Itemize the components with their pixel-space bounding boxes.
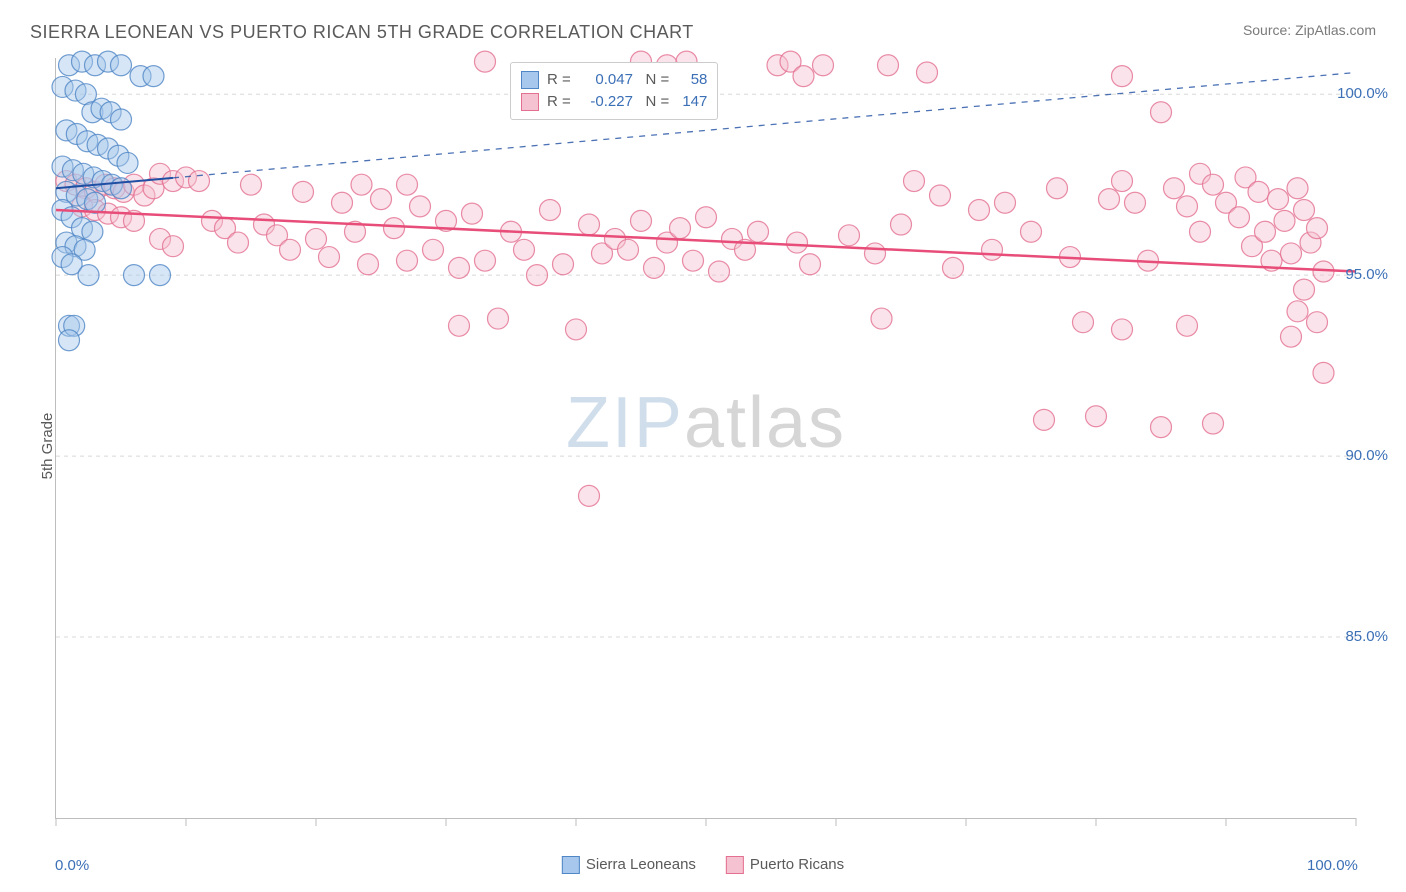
stats-swatch xyxy=(521,71,539,89)
y-tick-label: 90.0% xyxy=(1345,447,1388,464)
source-label: Source: ZipAtlas.com xyxy=(1243,22,1376,38)
stats-legend-box: R = 0.047 N = 58R = -0.227 N = 147 xyxy=(510,62,718,120)
stat-r-value: -0.227 xyxy=(575,91,633,113)
stat-r-label: R = xyxy=(547,69,575,91)
stat-r-value: 0.047 xyxy=(575,69,633,91)
plot-svg xyxy=(56,58,1356,818)
chart-title: SIERRA LEONEAN VS PUERTO RICAN 5TH GRADE… xyxy=(30,22,694,43)
stats-swatch xyxy=(521,93,539,111)
legend-label: Sierra Leoneans xyxy=(586,856,696,873)
legend-label: Puerto Ricans xyxy=(750,856,844,873)
stat-n-label: N = xyxy=(633,91,673,113)
x-tick-label: 0.0% xyxy=(55,857,89,874)
y-axis-label: 5th Grade xyxy=(39,413,56,480)
stats-row: R = -0.227 N = 147 xyxy=(521,91,707,113)
y-tick-label: 85.0% xyxy=(1345,628,1388,645)
legend-swatch xyxy=(562,856,580,874)
legend-item: Puerto Ricans xyxy=(726,856,844,874)
chart-container: SIERRA LEONEAN VS PUERTO RICAN 5TH GRADE… xyxy=(0,0,1406,892)
y-tick-label: 95.0% xyxy=(1345,266,1388,283)
legend-swatch xyxy=(726,856,744,874)
stat-n-value: 58 xyxy=(673,69,707,91)
stat-r-label: R = xyxy=(547,91,575,113)
stat-n-label: N = xyxy=(633,69,673,91)
y-tick-label: 100.0% xyxy=(1337,85,1388,102)
plot-area: ZIPatlas xyxy=(55,58,1356,819)
stats-row: R = 0.047 N = 58 xyxy=(521,69,707,91)
x-tick-label: 100.0% xyxy=(1307,857,1358,874)
legend-bottom: Sierra Leoneans Puerto Ricans xyxy=(562,856,844,874)
stat-n-value: 147 xyxy=(673,91,707,113)
legend-item: Sierra Leoneans xyxy=(562,856,696,874)
